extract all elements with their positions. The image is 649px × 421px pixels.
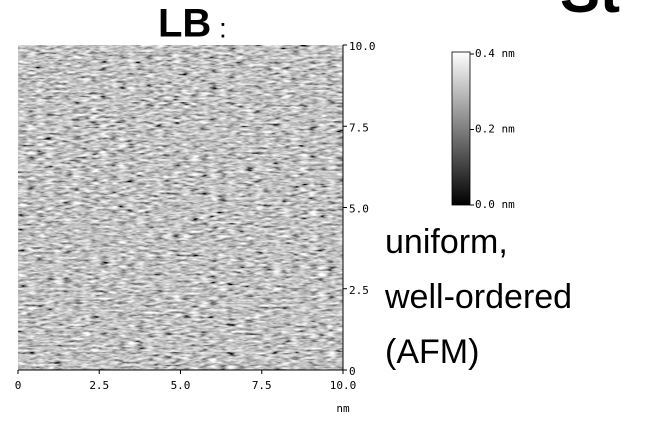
description-line: well-ordered (384, 278, 572, 316)
title-colon: : (219, 12, 227, 43)
afm-image (18, 45, 343, 370)
colorbar (451, 51, 471, 206)
right-tick-label: 0 (349, 365, 356, 378)
bottom-tick-label: 0 (15, 379, 22, 392)
colorbar-label: 0.4 nm (475, 47, 515, 60)
bottom-tick-label: 10.0 (330, 379, 357, 392)
colorbar-label: 0.0 nm (475, 198, 515, 211)
right-tick-label: 5.0 (349, 203, 369, 216)
right-tick-label: 7.5 (349, 121, 369, 134)
description-line: (AFM) (385, 333, 479, 371)
afm-scan (18, 45, 343, 370)
bottom-tick-label: 5.0 (171, 379, 191, 392)
description: uniform, well-ordered (AFM) (384, 223, 572, 371)
right-tick-label: 10.0 (349, 40, 376, 53)
title: LB (158, 2, 211, 46)
right-tick-label: 2.5 (349, 284, 369, 297)
bottom-axis-unit: nm (336, 402, 350, 415)
bottom-tick-label: 2.5 (89, 379, 109, 392)
cut-title: St (560, 0, 620, 25)
colorbar-label: 0.2 nm (475, 123, 515, 136)
description-line: uniform, (385, 223, 508, 261)
afm-axes: 0 2.5 5.0 7.5 10.0 nm 10.0 7.5 5.0 2.5 0 (15, 40, 376, 415)
bottom-tick-label: 7.5 (252, 379, 272, 392)
